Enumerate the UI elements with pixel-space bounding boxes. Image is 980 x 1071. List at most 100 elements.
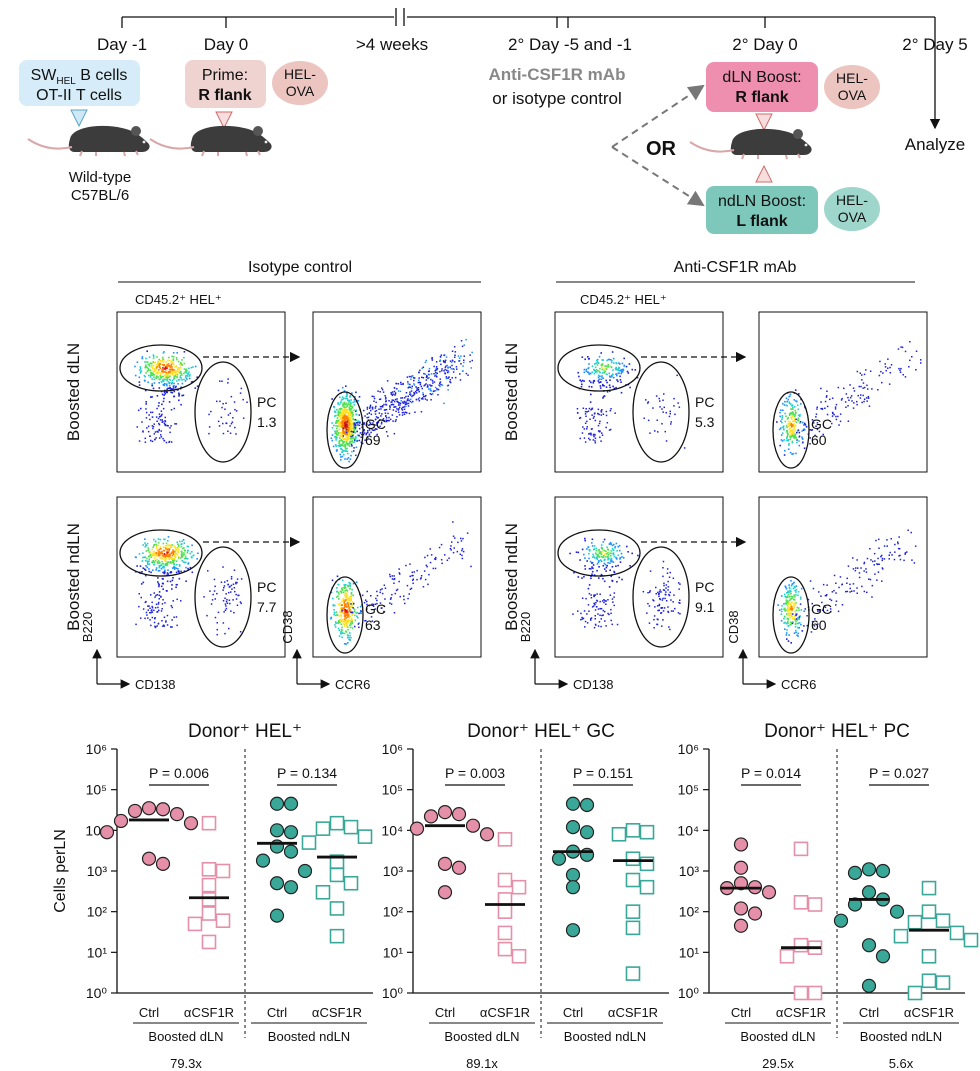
flow-event <box>136 426 138 428</box>
flow-event <box>831 591 834 593</box>
flow-event <box>150 594 152 596</box>
flow-event <box>623 357 625 360</box>
flow-event <box>665 584 668 586</box>
flow-event <box>348 636 350 639</box>
flow-event <box>225 600 228 603</box>
flow-event <box>812 587 815 590</box>
flow-event <box>172 563 175 565</box>
flow-event <box>376 422 378 424</box>
flow-event <box>789 616 791 619</box>
flow-event <box>173 566 175 569</box>
flow-event <box>351 588 353 591</box>
flow-event <box>358 424 361 427</box>
flow-event <box>886 545 888 547</box>
flow-event <box>456 550 459 553</box>
group-label: Boosted dLN <box>444 1029 519 1044</box>
flow-event <box>608 358 610 361</box>
flow-event <box>897 348 900 350</box>
flow-event <box>613 570 615 573</box>
flow-event <box>158 413 161 415</box>
flow-event <box>346 636 349 639</box>
flow-event <box>426 399 428 401</box>
flow-event <box>809 580 812 582</box>
flow-event <box>382 405 384 407</box>
flow-event <box>176 624 178 627</box>
flow-event <box>156 373 159 375</box>
flow-event <box>163 384 165 386</box>
flow-event <box>378 408 380 410</box>
flow-event <box>154 540 157 543</box>
flow-event <box>786 432 789 434</box>
flow-event <box>354 427 357 429</box>
flow-event <box>831 397 834 399</box>
flow-event <box>797 626 799 629</box>
flow-event <box>668 594 671 597</box>
flow-event <box>662 411 664 413</box>
flow-event <box>592 556 594 558</box>
flow-event <box>170 556 172 559</box>
flow-event <box>389 406 391 408</box>
flow-event <box>145 366 147 368</box>
flow-event <box>224 632 226 635</box>
flow-event <box>348 406 351 409</box>
flow-event <box>379 405 382 408</box>
flow-event <box>412 578 415 580</box>
flow-event <box>348 460 350 463</box>
flow-event <box>177 369 179 371</box>
flow-event <box>341 414 344 417</box>
flow-event <box>162 367 164 369</box>
flow-event <box>345 448 347 450</box>
data-point <box>889 904 905 919</box>
flow-event <box>407 597 409 600</box>
flow-event <box>603 368 606 370</box>
flow-event <box>168 387 171 389</box>
flow-event <box>593 368 595 371</box>
flow-event <box>600 555 603 558</box>
flow-event <box>602 384 604 387</box>
flow-event <box>795 589 798 591</box>
flow-event <box>427 377 429 380</box>
flow-event <box>341 386 344 389</box>
flow-event <box>599 385 602 387</box>
flow-event <box>166 379 168 382</box>
flow-event <box>584 413 587 415</box>
axis-ccr6: CCR6 <box>335 677 370 692</box>
flow-event <box>609 386 611 389</box>
flow-event <box>235 581 237 584</box>
flow-event <box>353 602 355 605</box>
flow-event <box>340 443 342 446</box>
flow-event <box>659 598 661 601</box>
flow-event <box>332 597 334 600</box>
flow-event <box>225 605 227 607</box>
flow-event <box>631 368 634 371</box>
flow-event <box>229 425 231 427</box>
flow-event <box>368 433 371 436</box>
y-tick-label: 10⁶ <box>678 741 699 757</box>
flow-event <box>439 355 442 358</box>
flow-event <box>612 385 614 388</box>
flow-event <box>784 400 786 403</box>
donor-line1: SWHEL B cells <box>31 67 128 87</box>
flow-event <box>151 609 153 611</box>
flow-event <box>811 429 814 431</box>
flow-event <box>161 577 164 580</box>
flow-event <box>350 593 353 595</box>
flow-event <box>346 416 348 419</box>
flow-event <box>366 406 369 409</box>
flow-event <box>803 447 806 449</box>
flow-event <box>341 422 344 424</box>
group-label: Boosted ndLN <box>860 1029 942 1044</box>
flow-event <box>343 432 346 435</box>
flow-event <box>418 390 420 393</box>
data-point <box>497 872 513 888</box>
flow-event <box>392 403 395 406</box>
flow-event <box>148 363 151 365</box>
flow-event <box>165 378 167 381</box>
flow-event <box>786 629 788 631</box>
flow-event <box>375 401 377 404</box>
flow-event <box>838 586 840 589</box>
flow-event <box>600 414 602 416</box>
flow-event <box>380 408 382 410</box>
flow-event <box>216 622 218 624</box>
flow-event <box>172 600 174 602</box>
